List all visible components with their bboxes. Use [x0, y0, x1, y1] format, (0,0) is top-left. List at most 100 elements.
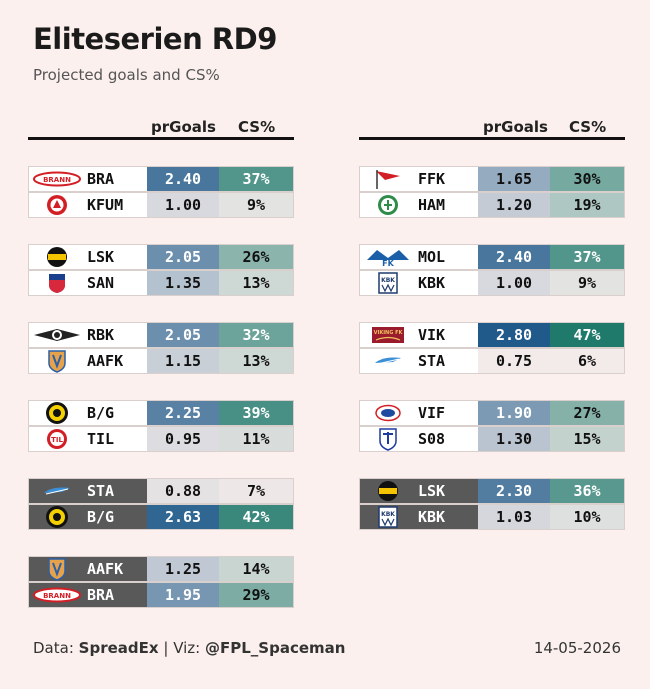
- table-row: LSK 2.05 26%: [28, 244, 294, 270]
- rbk-logo: [29, 323, 85, 347]
- cs-value: 11%: [219, 427, 293, 451]
- tromso-logo: TIL: [29, 427, 85, 451]
- cs-value: 37%: [550, 245, 624, 269]
- kbk-logo: KBK: [360, 271, 416, 295]
- svg-text:TIL: TIL: [51, 436, 63, 444]
- team-label: BRA: [85, 583, 147, 607]
- kbk-logo: KBK: [360, 505, 416, 529]
- team-label: RBK: [85, 323, 147, 347]
- goals-value: 1.90: [478, 401, 550, 425]
- bodo-glimt-logo: [29, 401, 85, 425]
- fredrikstad-logo: [360, 167, 416, 191]
- goals-value: 1.00: [147, 193, 219, 217]
- team-label: B/G: [85, 401, 147, 425]
- sarpsborg-logo: [360, 427, 416, 451]
- team-label: BRA: [85, 167, 147, 191]
- header-prgoals-left: prGoals: [151, 118, 216, 136]
- ham-kam-logo: [360, 193, 416, 217]
- goals-value: 2.05: [147, 323, 219, 347]
- svg-text:BRANN: BRANN: [43, 592, 71, 600]
- table-row: VIKING FK VIK 2.80 47%: [359, 322, 625, 348]
- kfum-logo: [29, 193, 85, 217]
- goals-value: 1.03: [478, 505, 550, 529]
- team-label: MOL: [416, 245, 478, 269]
- team-label: FFK: [416, 167, 478, 191]
- table-row: FK MOL 2.40 37%: [359, 244, 625, 270]
- footer-credits: Data: SpreadEx | Viz: @FPL_Spaceman: [33, 639, 345, 657]
- team-label: LSK: [85, 245, 147, 269]
- cs-value: 29%: [219, 583, 293, 607]
- goals-value: 2.63: [147, 505, 219, 529]
- header-prgoals-right: prGoals: [483, 118, 548, 136]
- team-label: KBK: [416, 271, 478, 295]
- svg-text:KBK: KBK: [381, 277, 395, 284]
- team-label: VIK: [416, 323, 478, 347]
- page-title: Eliteserien RD9: [33, 22, 277, 56]
- goals-value: 2.40: [478, 245, 550, 269]
- svg-text:FK: FK: [382, 259, 394, 268]
- goals-value: 2.80: [478, 323, 550, 347]
- table-row: KBK KBK 1.00 9%: [359, 270, 625, 296]
- footer-viz-author: @FPL_Spaceman: [205, 639, 346, 657]
- cs-value: 27%: [550, 401, 624, 425]
- svg-text:KBK: KBK: [381, 511, 395, 518]
- cs-value: 15%: [550, 427, 624, 451]
- goals-value: 2.05: [147, 245, 219, 269]
- team-label: SAN: [85, 271, 147, 295]
- table-row: HAM 1.20 19%: [359, 192, 625, 218]
- cs-value: 30%: [550, 167, 624, 191]
- table-row: BRANN BRA 1.95 29%: [28, 582, 294, 608]
- svg-text:VIKING FK: VIKING FK: [374, 330, 404, 336]
- goals-value: 2.25: [147, 401, 219, 425]
- goals-value: 1.35: [147, 271, 219, 295]
- table-row: B/G 2.25 39%: [28, 400, 294, 426]
- cs-value: 36%: [550, 479, 624, 503]
- table-row: STA 0.88 7%: [28, 478, 294, 504]
- cs-value: 32%: [219, 323, 293, 347]
- cs-value: 19%: [550, 193, 624, 217]
- viking-logo: VIKING FK: [360, 323, 416, 347]
- goals-value: 0.88: [147, 479, 219, 503]
- aafk-logo: [29, 349, 85, 373]
- cs-value: 42%: [219, 505, 293, 529]
- team-label: STA: [416, 349, 478, 373]
- team-label: KBK: [416, 505, 478, 529]
- cs-value: 7%: [219, 479, 293, 503]
- bodo-glimt-logo: [29, 505, 85, 529]
- table-row: SAN 1.35 13%: [28, 270, 294, 296]
- goals-value: 1.20: [478, 193, 550, 217]
- team-label: KFUM: [85, 193, 147, 217]
- cs-value: 9%: [550, 271, 624, 295]
- goals-value: 1.00: [478, 271, 550, 295]
- goals-value: 0.95: [147, 427, 219, 451]
- table-row: AAFK 1.15 13%: [28, 348, 294, 374]
- aafk-logo: [29, 557, 85, 581]
- table-row: KFUM 1.00 9%: [28, 192, 294, 218]
- stabaek-logo: [29, 479, 85, 503]
- footer-date: 14-05-2026: [533, 639, 621, 657]
- cs-value: 13%: [219, 271, 293, 295]
- goals-value: 1.15: [147, 349, 219, 373]
- sandefjord-logo: [29, 271, 85, 295]
- valerenga-logo: [360, 401, 416, 425]
- goals-value: 1.30: [478, 427, 550, 451]
- molde-logo: FK: [360, 245, 416, 269]
- table-row: B/G 2.63 42%: [28, 504, 294, 530]
- brann-logo: BRANN: [29, 167, 85, 191]
- table-row: RBK 2.05 32%: [28, 322, 294, 348]
- svg-text:BRANN: BRANN: [43, 176, 71, 184]
- table-row: BRANN BRA 2.40 37%: [28, 166, 294, 192]
- footer-separator: |: [163, 639, 169, 657]
- lsk-logo: [29, 245, 85, 269]
- header-rule-left: [28, 137, 294, 140]
- table-row: KBK KBK 1.03 10%: [359, 504, 625, 530]
- cs-value: 6%: [550, 349, 624, 373]
- goals-value: 1.95: [147, 583, 219, 607]
- goals-value: 2.30: [478, 479, 550, 503]
- table-row: S08 1.30 15%: [359, 426, 625, 452]
- team-label: AAFK: [85, 349, 147, 373]
- team-label: STA: [85, 479, 147, 503]
- goals-value: 1.25: [147, 557, 219, 581]
- team-label: AAFK: [85, 557, 147, 581]
- brann-logo: BRANN: [29, 583, 85, 607]
